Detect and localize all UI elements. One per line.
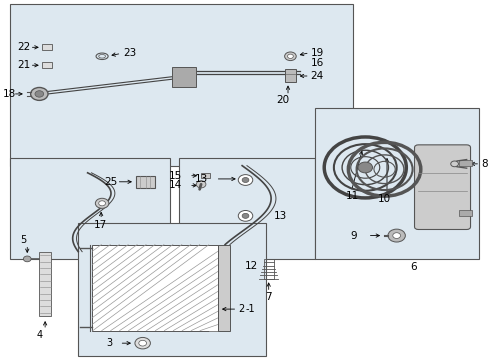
Text: 21: 21 — [18, 60, 31, 70]
Circle shape — [357, 162, 372, 173]
Bar — [179, 158, 314, 259]
Bar — [10, 4, 352, 166]
Circle shape — [238, 211, 252, 221]
Text: 23: 23 — [122, 48, 136, 58]
Circle shape — [242, 177, 248, 183]
Text: 7: 7 — [265, 292, 271, 302]
Bar — [39, 252, 51, 316]
Circle shape — [238, 175, 252, 185]
Text: 3: 3 — [106, 338, 112, 348]
Circle shape — [287, 54, 293, 58]
Bar — [459, 160, 470, 166]
Text: 9: 9 — [350, 231, 357, 240]
Text: 20: 20 — [275, 95, 288, 105]
Circle shape — [99, 201, 105, 206]
Text: 4: 4 — [37, 330, 43, 340]
Text: 5: 5 — [20, 235, 26, 245]
Circle shape — [392, 233, 400, 238]
Text: 2: 2 — [238, 304, 244, 314]
Circle shape — [284, 52, 296, 60]
Text: 10: 10 — [378, 194, 390, 204]
Text: 17: 17 — [93, 220, 106, 230]
Text: 11: 11 — [345, 191, 359, 201]
Text: 6: 6 — [409, 262, 416, 272]
Text: 24: 24 — [310, 71, 323, 81]
Text: 19: 19 — [310, 48, 323, 58]
Bar — [172, 67, 196, 87]
Circle shape — [196, 181, 205, 188]
Bar — [459, 211, 470, 216]
Text: 25: 25 — [104, 177, 118, 187]
Text: 15: 15 — [168, 171, 182, 181]
Bar — [201, 173, 209, 178]
Text: 12: 12 — [244, 261, 257, 271]
Text: 16: 16 — [310, 58, 323, 68]
Bar — [92, 244, 218, 330]
Bar — [78, 223, 266, 356]
Bar — [314, 108, 478, 259]
Text: 22: 22 — [18, 42, 31, 52]
Circle shape — [35, 91, 43, 97]
Bar — [136, 176, 155, 188]
Bar — [41, 62, 52, 68]
Circle shape — [31, 87, 48, 100]
Circle shape — [139, 340, 146, 346]
Bar — [284, 69, 296, 82]
Circle shape — [242, 213, 248, 219]
Bar — [10, 158, 169, 259]
Circle shape — [95, 198, 109, 208]
Text: 13: 13 — [195, 174, 208, 184]
Text: -1: -1 — [245, 304, 255, 314]
Bar — [218, 244, 229, 330]
Circle shape — [135, 337, 150, 349]
Bar — [264, 259, 273, 279]
Circle shape — [23, 256, 31, 262]
Text: 8: 8 — [480, 159, 487, 169]
Text: 13: 13 — [273, 211, 286, 221]
Circle shape — [387, 229, 405, 242]
Text: 14: 14 — [168, 180, 182, 190]
Bar — [41, 44, 52, 50]
Text: 18: 18 — [3, 89, 16, 99]
FancyBboxPatch shape — [414, 145, 469, 229]
